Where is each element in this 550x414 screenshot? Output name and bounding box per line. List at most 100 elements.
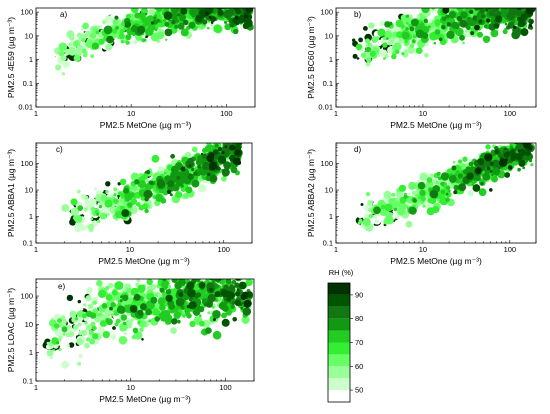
data-point	[484, 0, 490, 2]
data-point	[144, 27, 154, 36]
y-tick-label: 1	[29, 55, 33, 64]
data-point	[141, 18, 147, 24]
data-point	[393, 207, 398, 212]
data-point	[235, 8, 240, 11]
data-point	[428, 8, 438, 13]
data-point	[64, 211, 71, 218]
data-point	[375, 219, 379, 224]
data-point	[504, 1, 506, 3]
data-point	[111, 196, 116, 200]
data-point	[480, 0, 488, 7]
data-point	[143, 189, 153, 199]
data-point	[155, 18, 161, 23]
data-point	[206, 154, 215, 163]
data-point	[245, 264, 249, 268]
data-point	[188, 21, 196, 29]
data-point	[198, 184, 207, 193]
data-point	[101, 197, 107, 202]
data-point	[217, 9, 224, 16]
data-point	[433, 41, 437, 45]
data-point	[438, 176, 442, 181]
data-point	[511, 0, 519, 4]
data-point	[496, 0, 504, 4]
data-point	[458, 183, 467, 192]
data-point	[474, 8, 480, 11]
data-point	[421, 8, 430, 14]
y-axis-label: PM2.5 ABBA2 (µg m⁻³)	[306, 149, 316, 237]
data-point	[106, 212, 110, 217]
data-point	[393, 200, 401, 208]
data-point	[90, 32, 97, 39]
data-point	[203, 0, 207, 3]
data-point	[494, 146, 499, 151]
data-point	[462, 41, 465, 45]
data-point	[114, 322, 119, 327]
data-point	[509, 1, 515, 7]
data-point	[144, 183, 153, 191]
data-point	[112, 28, 118, 34]
data-point	[368, 213, 374, 219]
data-point	[517, 2, 520, 5]
y-tick-label: 100	[20, 8, 33, 17]
data-point	[230, 304, 235, 309]
data-point	[478, 19, 483, 24]
data-point	[146, 279, 153, 286]
data-point	[88, 198, 97, 207]
data-point	[62, 60, 70, 68]
data-point	[46, 349, 54, 357]
data-point	[83, 207, 88, 212]
data-point	[98, 289, 107, 298]
data-point	[49, 355, 54, 360]
data-point	[106, 35, 114, 44]
data-point	[421, 32, 429, 39]
data-point	[498, 158, 508, 167]
data-point	[371, 36, 379, 43]
data-point	[523, 131, 526, 134]
data-point	[90, 207, 95, 211]
data-point	[217, 8, 223, 10]
data-point	[522, 143, 531, 149]
data-point	[245, 279, 253, 287]
data-point	[211, 306, 215, 309]
x-tick-label: 10	[419, 109, 427, 118]
y-axis-label: PM2.5 LOAC (µg m⁻³)	[6, 288, 16, 373]
data-points	[351, 0, 536, 75]
x-tick-label: 1	[334, 109, 338, 118]
data-point	[470, 0, 473, 3]
data-point	[209, 174, 218, 183]
data-point	[123, 321, 127, 326]
data-point	[58, 50, 65, 57]
data-point	[409, 26, 415, 32]
data-point	[91, 42, 99, 50]
data-point	[212, 140, 215, 143]
data-point	[528, 8, 532, 9]
data-point	[68, 42, 72, 47]
colorbar-band	[328, 318, 350, 331]
data-point	[514, 0, 519, 5]
data-points	[355, 131, 535, 232]
data-point	[515, 8, 524, 10]
y-tick-label: 100	[20, 159, 33, 168]
data-point	[118, 336, 128, 345]
data-point	[125, 13, 131, 20]
data-point	[403, 194, 408, 199]
y-tick-label: 0.1	[323, 239, 333, 248]
data-point	[170, 0, 178, 8]
data-point	[220, 266, 228, 274]
data-point	[519, 0, 525, 4]
data-point	[156, 270, 164, 278]
data-point	[232, 317, 237, 322]
data-point	[161, 279, 169, 288]
data-point	[122, 294, 129, 301]
data-point	[74, 317, 79, 321]
data-point	[222, 305, 229, 312]
data-point	[165, 272, 171, 278]
data-point	[237, 0, 243, 3]
data-point	[472, 15, 478, 21]
data-point	[73, 54, 81, 62]
data-point	[453, 190, 458, 195]
data-point	[224, 145, 228, 149]
data-point	[156, 31, 165, 40]
data-point	[150, 272, 157, 279]
